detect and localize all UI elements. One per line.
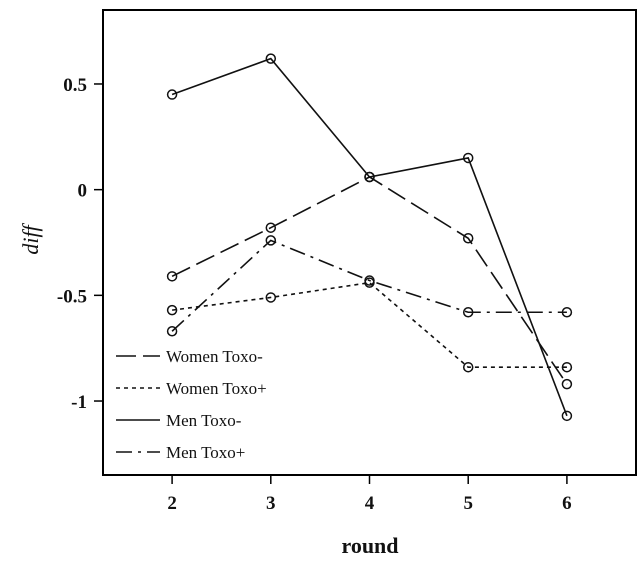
series-men-toxo- — [166, 53, 573, 422]
data-point — [265, 222, 277, 233]
series-line — [171, 281, 567, 369]
data-point — [364, 171, 375, 183]
y-tick-label: 0.5 — [63, 75, 87, 96]
data-point — [462, 233, 474, 244]
series-line — [171, 57, 568, 417]
y-tick-label: 0 — [78, 181, 88, 202]
x-tick-label: 4 — [365, 493, 375, 514]
data-point — [561, 307, 573, 318]
legend-label: Men Toxo- — [166, 411, 242, 430]
data-point — [561, 410, 573, 422]
data-point — [166, 304, 178, 316]
data-point — [364, 275, 375, 286]
series-layer — [166, 53, 573, 422]
x-tick-label: 3 — [266, 493, 276, 514]
series-men-toxo- — [166, 235, 573, 337]
plot-frame — [102, 9, 637, 476]
data-point — [462, 361, 474, 373]
y-tick-label: -1 — [71, 392, 87, 413]
legend-entry: Men Toxo- — [116, 411, 242, 430]
legend-label: Women Toxo+ — [166, 379, 267, 398]
legend-label: Men Toxo+ — [166, 443, 245, 462]
y-tick-label: -0.5 — [57, 286, 87, 307]
legend-entry: Women Toxo- — [116, 347, 263, 366]
data-point — [561, 361, 573, 373]
ticks-layer: 2 3 4 5 6 0.5 0 -0.5 -1 — [57, 75, 572, 514]
x-tick-label: 5 — [463, 493, 473, 514]
data-point — [265, 53, 277, 64]
legend: Women Toxo- Women Toxo+ Men Toxo- Men Toxo+ — [116, 347, 267, 462]
data-point — [166, 271, 178, 282]
legend-label: Women Toxo- — [166, 347, 263, 366]
data-point — [166, 326, 178, 337]
data-point — [561, 378, 573, 390]
x-tick-label: 6 — [562, 493, 572, 514]
legend-entry: Men Toxo+ — [116, 443, 245, 462]
y-axis-title: diff — [18, 222, 43, 254]
series-line — [171, 239, 567, 332]
x-axis-title: round — [341, 533, 398, 558]
data-point — [462, 307, 474, 318]
data-point — [265, 292, 277, 303]
data-point — [265, 235, 277, 246]
x-tick-label: 2 — [167, 493, 177, 514]
legend-entry: Women Toxo+ — [116, 379, 267, 398]
data-point — [166, 89, 178, 100]
data-point — [462, 152, 474, 164]
